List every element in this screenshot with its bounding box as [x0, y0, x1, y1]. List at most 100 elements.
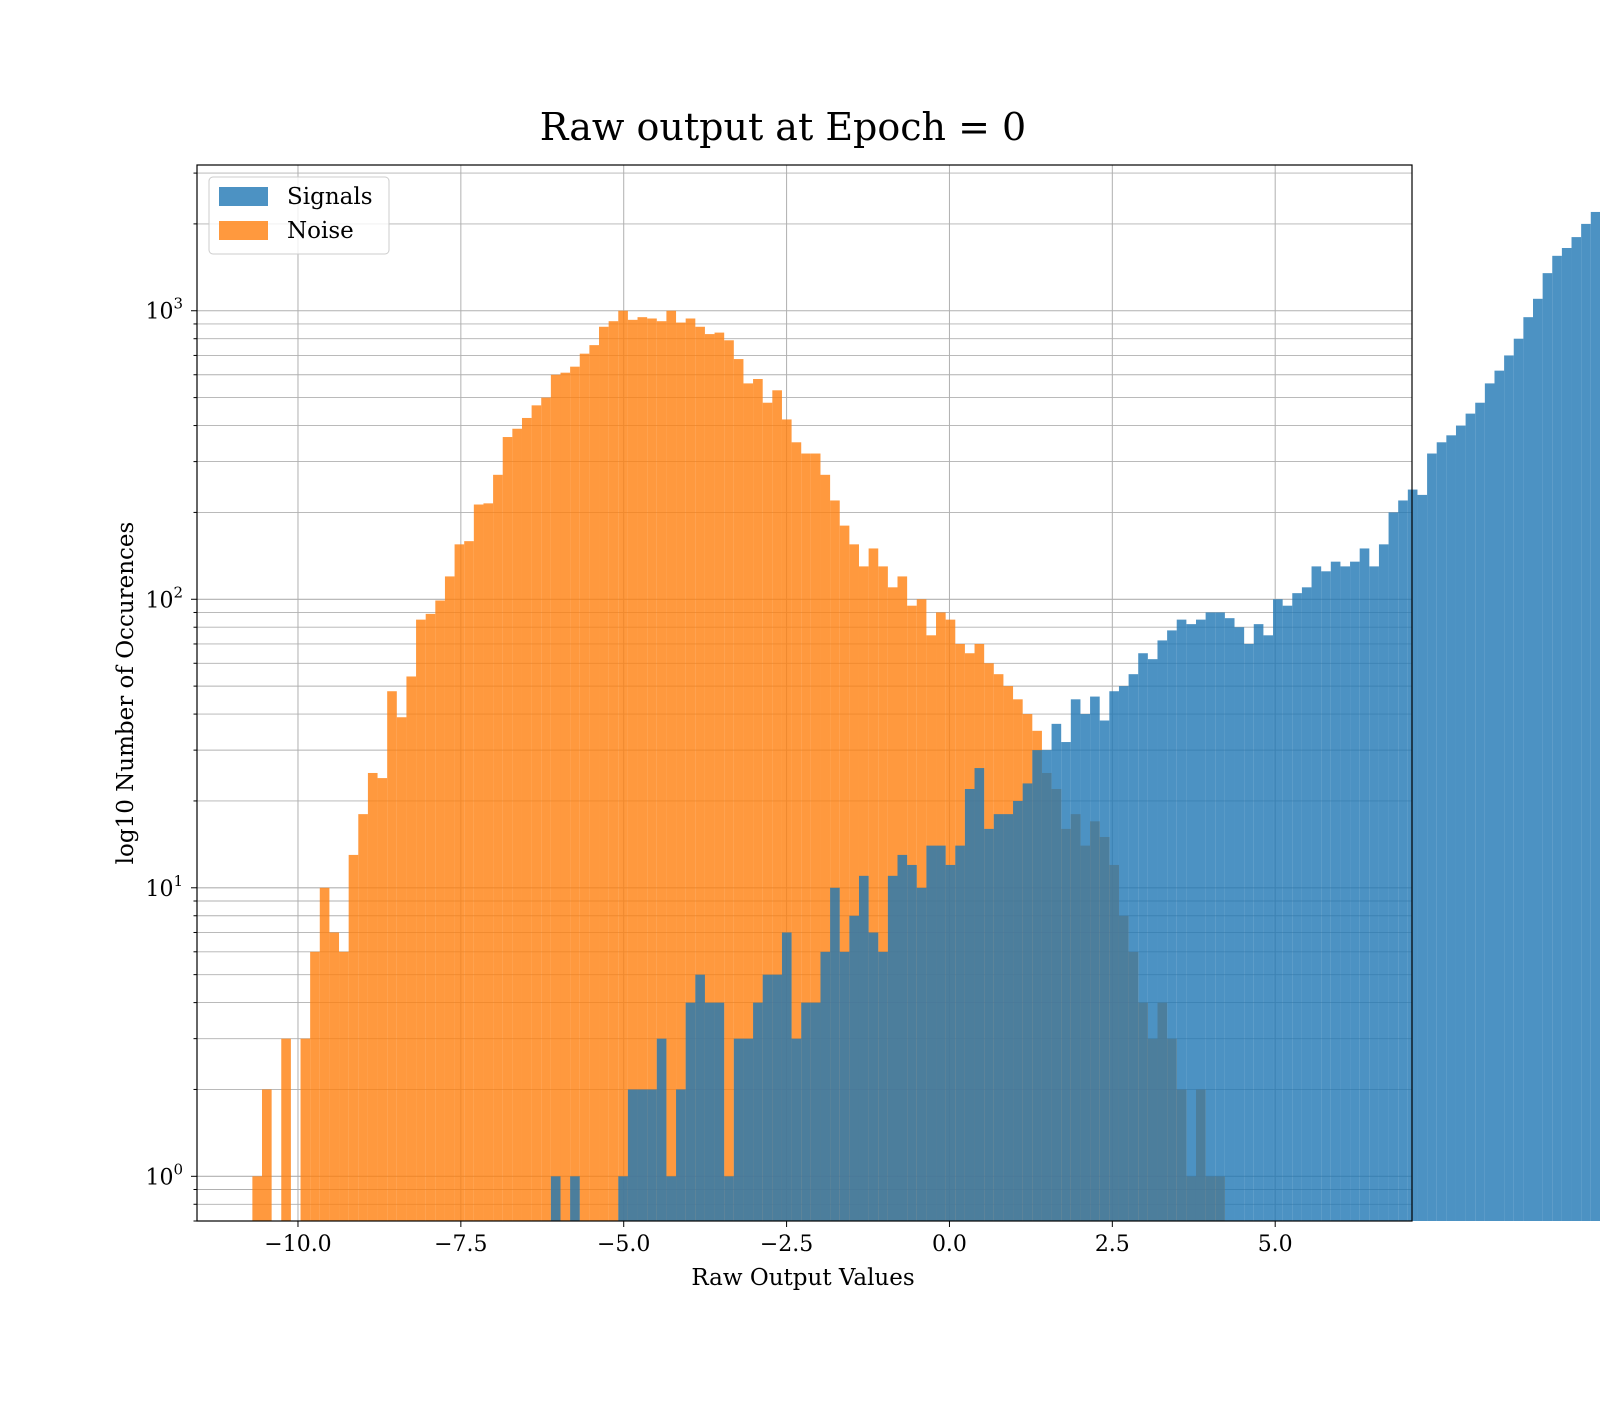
x-tick-label-6: 5.0 — [1258, 1232, 1293, 1257]
bar-signals-87 — [1090, 696, 1100, 1221]
bar-signals-115 — [1359, 548, 1370, 1221]
bar-noise-19 — [435, 600, 445, 1221]
bar-signals-62 — [849, 915, 859, 1221]
legend-label-noise: Noise — [287, 218, 354, 244]
x-tick-label-0: −10.0 — [264, 1232, 331, 1257]
bar-signals-107 — [1282, 605, 1293, 1221]
bar-signals-116 — [1369, 566, 1379, 1221]
bar-noise-30 — [541, 397, 551, 1221]
bar-signals-50 — [733, 1038, 744, 1221]
bar-noise-42 — [656, 321, 667, 1221]
bar-signals-91 — [1128, 674, 1139, 1221]
bar-signals-46 — [695, 974, 705, 1221]
y-axis-label: log10 Number of Occurences — [113, 522, 139, 865]
bar-signals-122 — [1427, 453, 1437, 1221]
bar-signals-92 — [1138, 653, 1148, 1221]
bar-noise-52 — [753, 379, 763, 1222]
bar-signals-103 — [1244, 643, 1254, 1221]
bar-signals-136 — [1561, 247, 1572, 1221]
bar-signals-99 — [1205, 612, 1216, 1221]
bar-signals-76 — [984, 828, 994, 1221]
bar-noise-55 — [781, 419, 792, 1221]
bar-signals-41 — [647, 1089, 657, 1221]
bar-signals-43 — [666, 1176, 677, 1221]
bar-signals-61 — [839, 951, 850, 1221]
bar-noise-25 — [493, 474, 503, 1221]
bar-signals-57 — [801, 1002, 811, 1221]
bar-signals-100 — [1215, 612, 1225, 1221]
bar-signals-124 — [1446, 435, 1456, 1222]
bar-signals-78 — [1003, 814, 1014, 1221]
bar-signals-126 — [1465, 413, 1476, 1222]
bar-signals-127 — [1475, 402, 1485, 1221]
bar-signals-94 — [1157, 640, 1168, 1221]
bar-noise-45 — [685, 318, 696, 1222]
bar-signals-55 — [781, 932, 792, 1221]
bar-signals-105 — [1263, 635, 1274, 1221]
bar-signals-52 — [753, 1002, 763, 1221]
y-tick-label-2: 102 — [145, 583, 183, 613]
bar-noise-56 — [791, 442, 802, 1221]
bar-signals-72 — [945, 864, 956, 1221]
bar-noise-28 — [521, 417, 532, 1222]
bar-signals-48 — [714, 1002, 725, 1221]
bar-noise-23 — [473, 504, 484, 1222]
bar-signals-74 — [964, 788, 975, 1221]
x-tick-label-1: −7.5 — [434, 1232, 487, 1257]
bar-noise-7 — [319, 887, 330, 1221]
bar-signals-68 — [907, 864, 917, 1221]
bar-noise-5 — [300, 1038, 311, 1221]
bar-noise-50 — [733, 359, 744, 1221]
bar-signals-85 — [1070, 699, 1081, 1221]
bar-noise-21 — [454, 544, 465, 1221]
bar-signals-31 — [550, 1176, 561, 1221]
bar-signals-75 — [974, 768, 985, 1221]
bar-signals-65 — [878, 951, 888, 1221]
bar-noise-51 — [743, 383, 754, 1221]
bar-signals-63 — [858, 875, 869, 1221]
bar-signals-47 — [704, 1002, 715, 1221]
bar-signals-73 — [955, 845, 965, 1221]
bar-signals-71 — [936, 845, 946, 1221]
bar-signals-95 — [1167, 630, 1177, 1221]
bar-noise-41 — [647, 318, 657, 1222]
signals-series — [550, 211, 1600, 1222]
bar-noise-26 — [502, 437, 513, 1222]
bar-noise-37 — [608, 321, 619, 1221]
axis-ticks: −10.0 −7.5 −5.0 −2.5 0.0 2.5 5.0 100 101 102 103 — [145, 172, 1293, 1257]
bar-signals-93 — [1147, 659, 1158, 1221]
bar-noise-10 — [348, 854, 359, 1221]
bar-signals-112 — [1330, 561, 1341, 1221]
bar-noise-6 — [310, 951, 320, 1221]
bar-signals-135 — [1552, 255, 1562, 1221]
bar-signals-80 — [1022, 783, 1033, 1221]
bar-signals-128 — [1484, 383, 1495, 1221]
bar-signals-42 — [656, 1038, 667, 1221]
bar-signals-131 — [1513, 338, 1524, 1221]
bar-signals-132 — [1523, 317, 1534, 1221]
bar-signals-58 — [810, 1002, 821, 1221]
bar-signals-39 — [627, 1089, 638, 1221]
y-tick-label-3: 103 — [145, 295, 183, 325]
bar-signals-133 — [1533, 298, 1543, 1222]
bar-noise-34 — [579, 353, 590, 1221]
bar-signals-84 — [1061, 742, 1071, 1221]
bar-signals-89 — [1109, 691, 1119, 1221]
bar-noise-8 — [329, 932, 340, 1221]
bar-signals-121 — [1417, 494, 1428, 1221]
x-tick-label-5: 2.5 — [1095, 1232, 1130, 1257]
bar-signals-125 — [1455, 425, 1466, 1222]
bar-noise-43 — [666, 310, 677, 1222]
bar-signals-137 — [1571, 237, 1582, 1221]
bar-noise-16 — [406, 676, 417, 1221]
bar-signals-33 — [570, 1176, 580, 1221]
bar-signals-45 — [685, 1002, 696, 1221]
x-tick-label-2: −5.0 — [597, 1232, 650, 1257]
bar-signals-53 — [762, 974, 773, 1221]
bar-noise-0 — [252, 1176, 263, 1221]
y-tick-label-0: 100 — [145, 1160, 183, 1190]
bar-signals-49 — [724, 1176, 734, 1221]
bar-noise-31 — [550, 374, 561, 1221]
bar-signals-79 — [1013, 800, 1023, 1221]
